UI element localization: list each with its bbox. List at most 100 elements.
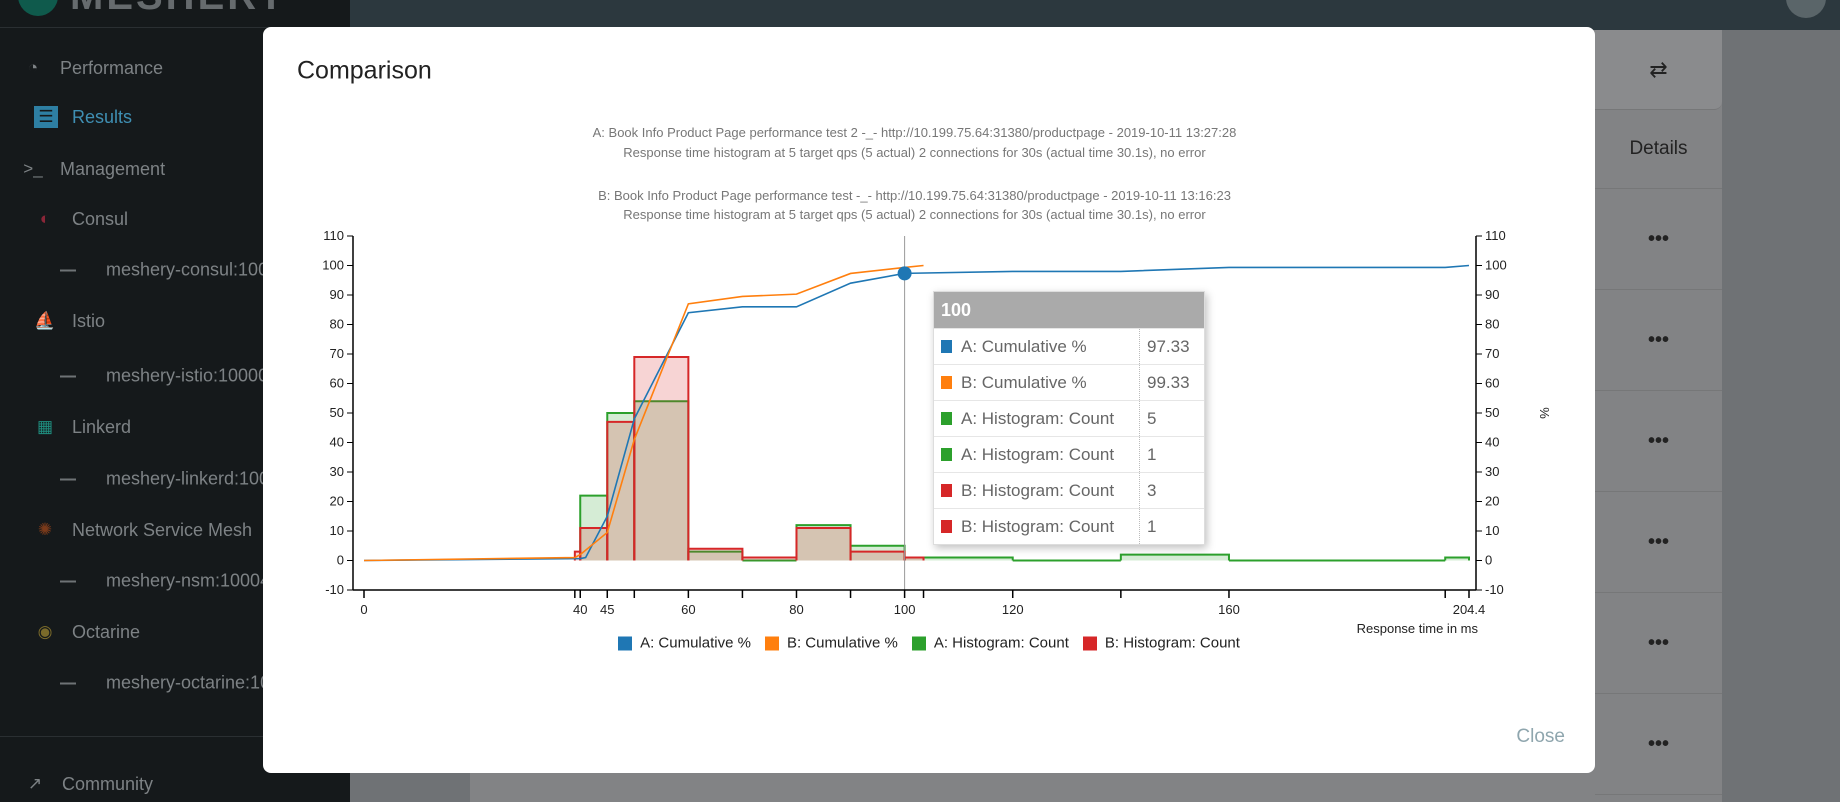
y2-tick-label: 110 — [1485, 228, 1506, 243]
legend-swatch-icon — [764, 636, 779, 650]
y-tick-label: 100 — [322, 258, 344, 273]
y-tick-label: 20 — [330, 494, 344, 509]
more-horizontal-icon: ••• — [1647, 328, 1669, 351]
comparison-chart: A: Book Info Product Page performance te… — [322, 125, 1552, 636]
histogram-bar — [607, 421, 635, 561]
y2-tick-label: 80 — [1485, 317, 1499, 332]
tooltip-row-value: 1 — [1147, 516, 1157, 536]
sidebar-item-octarine[interactable]: ◉ Octarine — [32, 621, 140, 643]
tooltip-header: 100 — [934, 292, 1204, 328]
sidebar-item-label: meshery-octarine:10 — [106, 672, 271, 693]
sidebar-item-consul[interactable]: ◐ Consul — [32, 208, 128, 230]
details-header-label: Details — [1629, 138, 1688, 159]
sidebar-item-community[interactable]: ↗ Community — [22, 773, 153, 795]
logo-text: MESHERY — [70, 0, 287, 19]
x-tick-label: 0 — [360, 602, 367, 617]
chart-tooltip: 100 A: Cumulative % 97.33 B: Cumulative % 9… — [933, 291, 1205, 545]
chart-title-line: Response time histogram at 5 target qps … — [623, 207, 1206, 222]
histogram-bar — [850, 551, 905, 561]
row-menu-button[interactable]: ••• — [1595, 593, 1722, 694]
row-menu-button[interactable]: ••• — [1595, 290, 1722, 391]
legend-label: A: Histogram: Count — [933, 634, 1069, 652]
x-tick-label: 60 — [681, 602, 695, 617]
series-swatch-icon — [941, 520, 952, 533]
sidebar-item-label: Network Service Mesh — [72, 519, 253, 540]
meshery-logo-icon — [18, 0, 58, 16]
hover-point — [897, 266, 912, 281]
tooltip-row: B: Histogram: Count 3 — [934, 472, 1204, 508]
y-tick-label: -10 — [325, 582, 344, 597]
histogram-bar-outline — [1119, 553, 1230, 561]
y-tick-label: 30 — [330, 464, 344, 479]
dialog-title: Comparison — [297, 56, 432, 85]
sidebar-subitem-linkerd[interactable]: meshery-linkerd:100 — [60, 469, 269, 490]
sidebar-item-nsm[interactable]: ✺ Network Service Mesh — [32, 519, 252, 541]
tooltip-row-value: 1 — [1147, 444, 1157, 464]
histogram-bar — [634, 356, 689, 561]
sidebar-subitem-istio[interactable]: meshery-istio:10000 — [60, 366, 268, 387]
legend-swatch-icon — [911, 636, 926, 650]
y2-tick-label: 90 — [1485, 287, 1499, 302]
sidebar-item-linkerd[interactable]: ▦ Linkerd — [32, 416, 131, 438]
octarine-icon: ◉ — [37, 622, 53, 641]
x-axis-label: Response time in ms — [1357, 621, 1479, 636]
y-tick-label: 50 — [330, 405, 344, 420]
y2-tick-label: 40 — [1485, 435, 1499, 450]
x-tick-label: 120 — [1002, 602, 1024, 617]
legend-swatch-icon — [1082, 636, 1097, 650]
row-menu-button[interactable]: ••• — [1595, 492, 1722, 593]
linkerd-icon: ▦ — [36, 417, 54, 436]
legend-label: A: Cumulative % — [640, 634, 751, 652]
legend-swatch-icon — [618, 636, 633, 650]
histogram-bar — [688, 551, 743, 561]
x-tick-label: 40 — [573, 602, 587, 617]
histogram-bar — [742, 557, 797, 561]
divider — [0, 27, 350, 28]
sidebar-subitem-octarine[interactable]: meshery-octarine:10 — [60, 673, 270, 694]
y-tick-label: 0 — [337, 553, 344, 568]
sidebar-item-label: Linkerd — [72, 416, 132, 437]
meshery-logo[interactable]: MESHERY — [18, 0, 287, 18]
y2-tick-label: 10 — [1485, 523, 1499, 538]
legend-item[interactable]: B: Histogram: Count — [1082, 634, 1240, 652]
divider — [0, 736, 350, 737]
sidebar-item-istio[interactable]: ⛵ Istio — [32, 310, 105, 332]
legend-label: B: Histogram: Count — [1104, 634, 1240, 652]
tooltip-row: B: Cumulative % 99.33 — [934, 364, 1204, 400]
chart-title-line: B: Book Info Product Page performance te… — [598, 188, 1231, 203]
legend-item[interactable]: B: Cumulative % — [764, 634, 898, 652]
histogram-bar-outline — [687, 547, 744, 561]
legend-label: B: Cumulative % — [786, 634, 898, 652]
legend-item[interactable]: A: Histogram: Count — [911, 634, 1069, 652]
x-tick-label: 45 — [600, 602, 614, 617]
sidebar-subitem-nsm[interactable]: meshery-nsm:10004 — [60, 571, 270, 592]
external-link-icon: ↗ — [27, 774, 43, 793]
tooltip-row-label: A: Histogram: Count — [961, 408, 1115, 428]
speedometer-icon: ◔ — [27, 58, 39, 77]
row-menu-button[interactable]: ••• — [1595, 391, 1722, 492]
tooltip-row: A: Histogram: Count 5 — [934, 400, 1204, 436]
tooltip-row-name: B: Histogram: Count — [934, 509, 1140, 544]
cumulative-line — [363, 264, 924, 562]
tooltip-row-name: B: Cumulative % — [934, 365, 1140, 400]
legend-item[interactable]: A: Cumulative % — [618, 635, 751, 652]
row-menu-button[interactable]: ••• — [1595, 189, 1722, 290]
compare-button[interactable]: ⇄ — [1595, 30, 1722, 110]
series-swatch-icon — [941, 412, 952, 425]
sidebar-item-performance[interactable]: ◔ Performance — [20, 57, 163, 79]
y2-tick-label: 60 — [1485, 376, 1499, 391]
close-button[interactable]: Close — [1516, 726, 1565, 747]
sidebar-subitem-consul[interactable]: meshery-consul:100 — [60, 260, 268, 281]
user-avatar[interactable] — [1786, 0, 1826, 18]
sidebar-item-management[interactable]: >_ Management — [20, 158, 165, 180]
x-tick-label: 160 — [1218, 602, 1240, 617]
tooltip-row: A: Cumulative % 97.33 — [934, 328, 1204, 364]
row-menu-button[interactable]: ••• — [1595, 694, 1722, 795]
sidebar-item-results[interactable]: ☰ Results — [34, 106, 132, 128]
tooltip-row-value: 99.33 — [1147, 372, 1190, 392]
x-tick-label: 100 — [894, 602, 916, 617]
sidebar-item-label: Istio — [72, 310, 106, 331]
top-app-bar — [350, 0, 1840, 30]
tooltip-row: B: Histogram: Count 1 — [934, 508, 1204, 544]
istio-sail-icon: ⛵ — [34, 311, 56, 330]
